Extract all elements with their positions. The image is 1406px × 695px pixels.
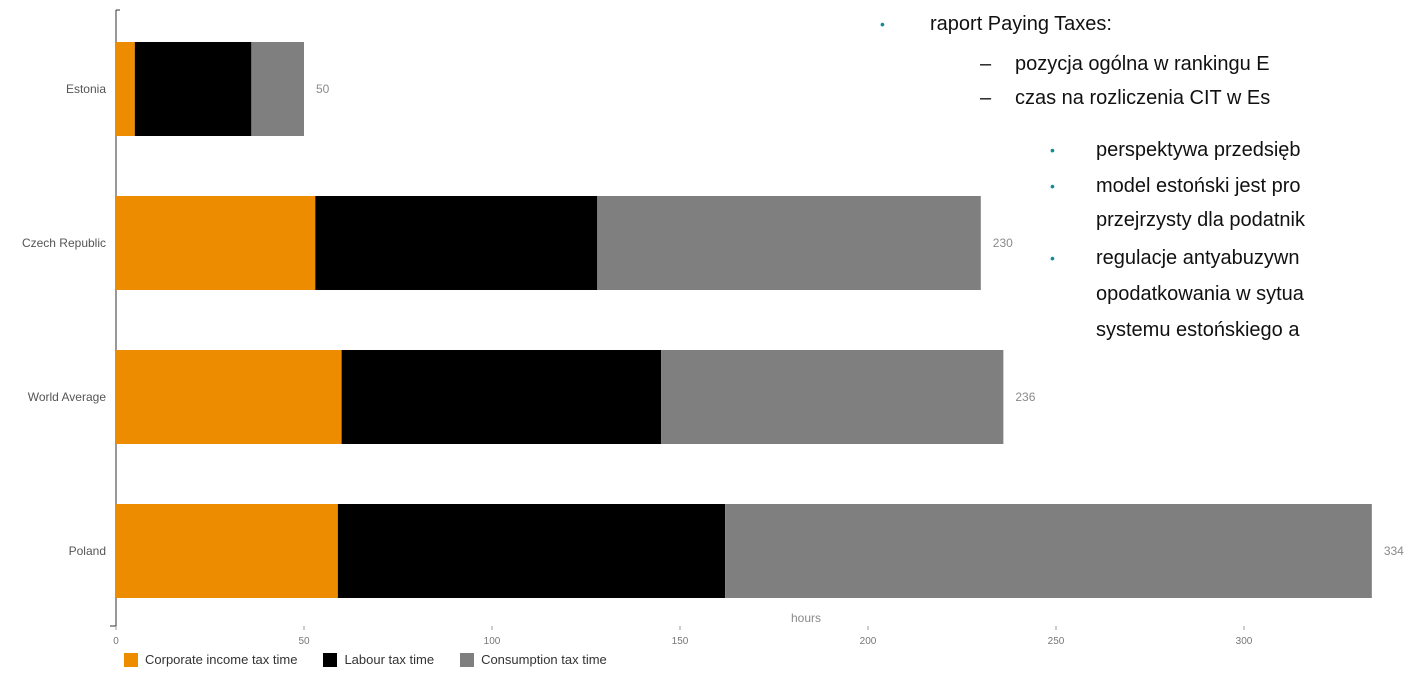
bullet-4: • perspektywa przedsięb (1050, 138, 1301, 162)
legend-label-labour: Labour tax time (344, 652, 435, 667)
category-label: World Average (28, 390, 107, 404)
bar-total-label: 334 (1384, 544, 1404, 558)
bullet-2: – pozycja ogólna w rankingu E (980, 52, 1270, 76)
legend-swatch-corporate (124, 652, 138, 667)
bar-segment (116, 350, 342, 444)
bullet-6-continuation: opodatkowania w sytua (1096, 283, 1304, 305)
bar-segment (251, 42, 304, 136)
x-tick-label: 100 (484, 636, 501, 647)
bullet-text-1: raport Paying Taxes: (930, 13, 1112, 35)
category-label: Czech Republic (22, 236, 106, 250)
bullet-text-3: czas na rozliczenia CIT w Es (1015, 87, 1271, 109)
bar-segment (597, 196, 981, 290)
bullet-text-2: pozycja ogólna w rankingu E (1015, 53, 1270, 75)
bar-segment (661, 350, 1004, 444)
x-tick-label: 50 (298, 636, 310, 647)
legend-item-labour: Labour tax time (323, 652, 434, 667)
legend-swatch-labour (323, 652, 338, 667)
bullet-1: • raport Paying Taxes: (880, 12, 1112, 36)
legend-label-consumption: Consumption tax time (481, 652, 607, 667)
category-label: Poland (69, 544, 106, 558)
bar-segment (116, 196, 316, 290)
chart-bars (116, 42, 1372, 598)
chart-labels: Estonia 50 Czech Republic 230 World Average 2… (22, 82, 1404, 558)
bar-segment (341, 350, 662, 444)
legend-item-corporate: Corporate income tax time (124, 652, 297, 667)
slide-bullets: • raport Paying Taxes: – pozycja ogólna … (860, 4, 1406, 424)
bar-segment (116, 42, 135, 136)
bullet-marker-6: • (1050, 250, 1055, 266)
bullet-marker-4: • (1050, 142, 1055, 158)
bar-total-label: 230 (993, 236, 1013, 250)
bullet-marker-3: – (980, 87, 992, 109)
bar-total-label: 50 (316, 82, 330, 96)
bullet-5-continuation: przejrzysty dla podatnik (1096, 209, 1305, 231)
bullet-text-5: model estoński jest pro (1096, 175, 1301, 197)
bar-segment (725, 504, 1372, 598)
bullet-text-6: regulacje antyabuzywn (1096, 247, 1300, 269)
category-label: Estonia (66, 82, 106, 96)
x-tick-label: 300 (1236, 636, 1253, 647)
bullet-marker-1: • (880, 16, 885, 32)
x-axis-title: hours (791, 611, 821, 625)
bullet-marker-5: • (1050, 178, 1055, 194)
bullet-marker-2: – (980, 53, 992, 75)
bar-segment (315, 196, 598, 290)
bar-total-label: 236 (1015, 390, 1035, 404)
legend-item-consumption: Consumption tax time (460, 652, 607, 667)
bar-segment (134, 42, 252, 136)
bullet-3: – czas na rozliczenia CIT w Es (980, 86, 1270, 110)
x-tick-label: 150 (672, 636, 689, 647)
bullet-text-4: perspektywa przedsięb (1096, 139, 1301, 161)
bar-segment (116, 504, 338, 598)
x-tick-label: 250 (1048, 636, 1065, 647)
bullet-6-continuation-2: systemu estońskiego a (1096, 319, 1300, 341)
bullet-6: • regulacje antyabuzywn (1050, 246, 1299, 270)
bullet-5: • model estoński jest pro (1050, 174, 1301, 198)
x-tick-label: 200 (860, 636, 877, 647)
bar-segment (337, 504, 726, 598)
legend-label-corporate: Corporate income tax time (145, 652, 298, 667)
legend-swatch-consumption (460, 652, 475, 667)
x-tick-label: 0 (113, 636, 119, 647)
chart-legend: Corporate income tax time Labour tax tim… (124, 652, 607, 667)
